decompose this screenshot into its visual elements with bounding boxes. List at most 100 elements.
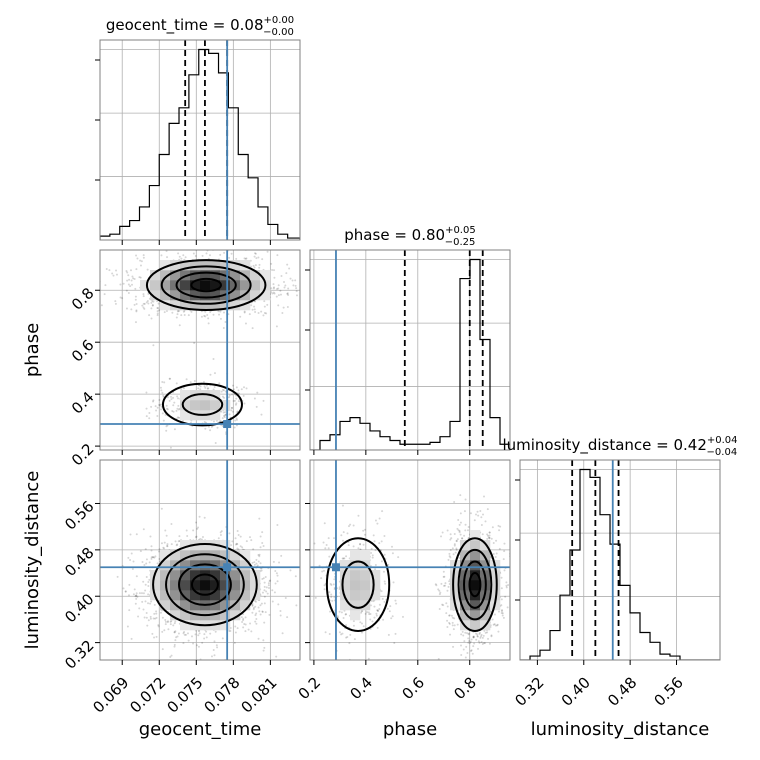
sample-point (175, 409, 178, 412)
sample-point (203, 637, 206, 640)
sample-point (235, 417, 238, 420)
sample-point (279, 289, 282, 292)
density-cell (150, 580, 161, 591)
sample-point (262, 314, 265, 317)
sample-point (434, 583, 437, 586)
x-tick-label: 0.48 (604, 674, 640, 710)
sample-point (135, 309, 138, 312)
sample-point (149, 615, 152, 618)
sample-point (439, 591, 442, 594)
sample-point (219, 531, 222, 534)
sample-point (336, 615, 339, 618)
sample-point (130, 552, 133, 555)
density-cell (220, 300, 231, 311)
sample-point (437, 657, 440, 660)
density-cell (180, 290, 191, 301)
sample-point (135, 575, 138, 578)
density-cell (150, 270, 161, 281)
density-cell (150, 290, 161, 301)
sample-point (338, 610, 341, 613)
sample-point (235, 542, 238, 545)
sample-point (168, 377, 171, 380)
sample-point (267, 582, 270, 585)
sample-point (464, 656, 467, 659)
sample-point (166, 543, 169, 546)
sample-point (352, 524, 355, 527)
sample-point (146, 624, 149, 627)
sample-point (272, 287, 275, 290)
sample-point (255, 405, 258, 408)
sample-point (484, 520, 487, 523)
density-cell (190, 580, 201, 591)
sample-point (239, 315, 242, 318)
sample-point (151, 304, 154, 307)
density-cell (180, 270, 191, 281)
sample-point (196, 527, 199, 530)
sample-point (505, 586, 508, 589)
sample-point (279, 610, 282, 613)
sample-point (237, 400, 240, 403)
density-cell (210, 410, 221, 421)
sample-point (451, 624, 454, 627)
sample-point (476, 635, 479, 638)
sample-point (165, 309, 168, 312)
sample-point (342, 531, 345, 534)
density-cell (200, 300, 211, 311)
sample-point (228, 256, 231, 259)
sample-point (145, 558, 148, 561)
sample-point (253, 255, 256, 258)
sample-point (242, 619, 245, 622)
sample-point (458, 523, 461, 526)
sample-point (212, 313, 215, 316)
sample-point (274, 582, 277, 585)
density-cell (170, 590, 181, 601)
sample-point (140, 592, 143, 595)
sample-point (241, 621, 244, 624)
sample-point (209, 632, 212, 635)
sample-point (146, 268, 149, 271)
density-cell (180, 620, 191, 631)
sample-point (321, 570, 324, 573)
density-cell (210, 570, 221, 581)
sample-point (248, 313, 251, 316)
sample-point (223, 251, 226, 254)
density-cell (240, 560, 251, 571)
sample-point (232, 388, 235, 391)
sample-point (231, 410, 234, 413)
sample-point (165, 250, 168, 253)
density-cell (230, 260, 241, 271)
density-cell (200, 400, 211, 411)
sample-point (177, 397, 180, 400)
density-cell (210, 280, 221, 291)
sample-point (169, 623, 172, 626)
sample-point (151, 632, 154, 635)
sample-point (183, 313, 186, 316)
density-cell (160, 280, 171, 291)
density-cell (180, 610, 191, 621)
sample-point (192, 252, 195, 255)
sample-point (145, 407, 148, 410)
sample-point (258, 610, 261, 613)
density-cell (140, 280, 151, 291)
sample-point (173, 631, 176, 634)
sample-point (142, 306, 145, 309)
sample-point (126, 625, 129, 628)
sample-point (270, 262, 273, 265)
sample-point (202, 380, 205, 383)
sample-point (492, 623, 495, 626)
sample-point (218, 313, 221, 316)
density-cell (210, 590, 221, 601)
density-cell (240, 300, 251, 311)
sample-point (252, 606, 255, 609)
truth-marker (223, 420, 232, 429)
sample-point (159, 408, 162, 411)
sample-point (262, 639, 265, 642)
sample-point (362, 543, 365, 546)
sample-point (170, 543, 173, 546)
sample-point (161, 616, 164, 619)
sample-point (497, 630, 500, 633)
density-cell (180, 390, 191, 401)
title-lower: −0.00 (263, 27, 294, 38)
sample-point (491, 526, 494, 529)
